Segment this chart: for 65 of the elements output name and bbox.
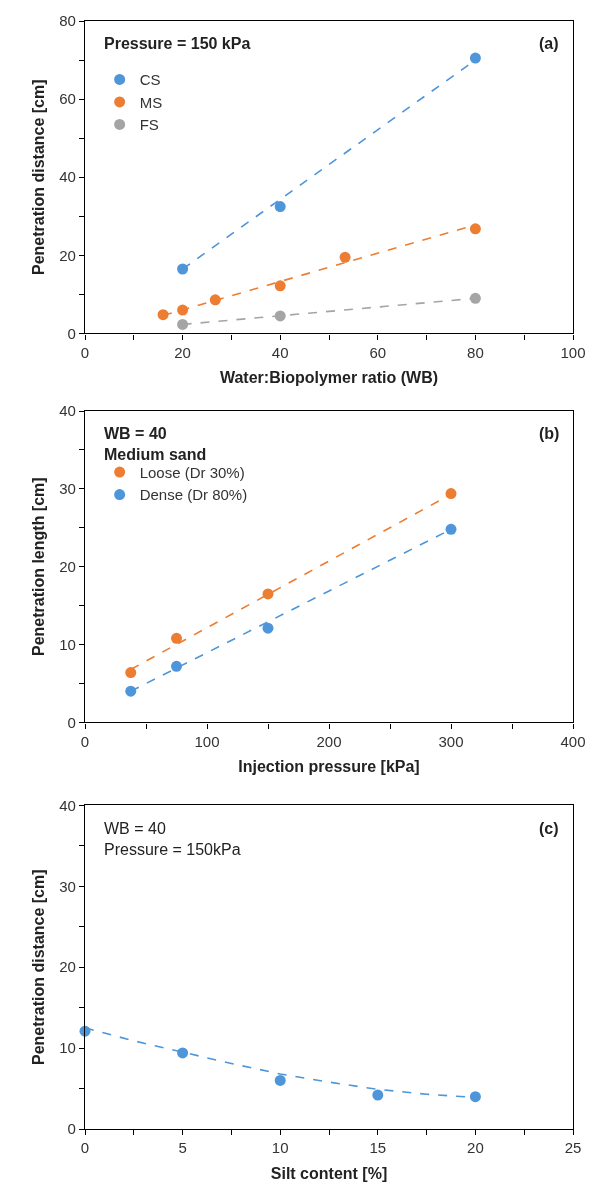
x-axis-title: Water:Biopolymer ratio (WB) [219,369,439,387]
legend-label: CS [139,71,161,89]
y-axis-title: Penetration distance [cm] [30,869,48,1066]
y-axis-title: Penetration distance [cm] [30,79,48,276]
point [274,280,286,292]
y-tick-label: 10 [59,635,76,653]
annotation: (c) [539,820,559,837]
annotation: WB = 40 Pressure = 150kPa [104,820,241,858]
x-tick-label: 200 [316,732,342,750]
point [177,318,189,330]
x-tick-label: 100 [560,343,586,361]
y-tick-label: 80 [59,12,76,30]
x-tick-label: 10 [271,1139,289,1157]
y-tick-label: 20 [59,246,76,264]
point [171,632,182,644]
point [469,223,481,235]
x-tick-label: 0 [80,1139,90,1157]
point [171,660,182,672]
point [469,52,481,64]
x-axis-title: Silt content [%] [270,1164,388,1182]
y-tick-label: 0 [67,1120,76,1138]
legend-label: Dense (Dr 80%) [139,486,248,504]
x-tick-label: 40 [271,343,289,361]
x-tick-label: 0 [80,732,90,750]
point [372,1089,384,1101]
point [445,523,457,535]
annotation: Pressure = 150 kPa [104,35,251,52]
legend-label: MS [139,93,163,111]
point [177,1047,189,1059]
annotation: (a) [539,35,559,52]
x-tick-label: 400 [560,732,586,750]
x-tick-label: 80 [467,343,484,361]
point [125,667,137,679]
y-tick-label: 20 [59,557,76,575]
point [469,292,481,304]
y-tick-label: 30 [59,877,76,895]
x-tick-label: 60 [369,343,387,361]
point [274,201,286,213]
x-axis-title: Injection pressure [kPa] [238,758,420,776]
y-tick-label: 10 [59,1039,76,1057]
point [274,1074,286,1086]
y-tick-label: 60 [59,90,76,108]
y-tick-label: 40 [59,168,76,186]
point [469,1091,481,1103]
point [262,622,274,634]
x-tick-label: 5 [178,1139,187,1157]
y-tick-label: 20 [59,958,76,976]
x-tick-label: 300 [438,732,464,750]
x-tick-label: 25 [564,1139,582,1157]
point [339,251,351,263]
y-tick-label: 40 [59,796,76,814]
x-tick-label: 20 [467,1139,484,1157]
y-axis-title: Penetration length [cm] [30,477,48,657]
annotation: (b) [539,425,560,442]
y-tick-label: 30 [59,480,76,498]
y-tick-label: 40 [59,402,76,420]
annotation: WB = 40 Medium sand [104,425,207,463]
x-tick-label: 15 [369,1139,387,1157]
x-tick-label: 20 [174,343,191,361]
y-tick-label: 0 [67,324,76,342]
legend-label: Loose (Dr 30%) [139,463,245,481]
y-tick-label: 0 [67,713,76,731]
legend-label: FS [139,116,159,134]
x-tick-label: 0 [80,343,90,361]
x-tick-label: 100 [194,732,220,750]
